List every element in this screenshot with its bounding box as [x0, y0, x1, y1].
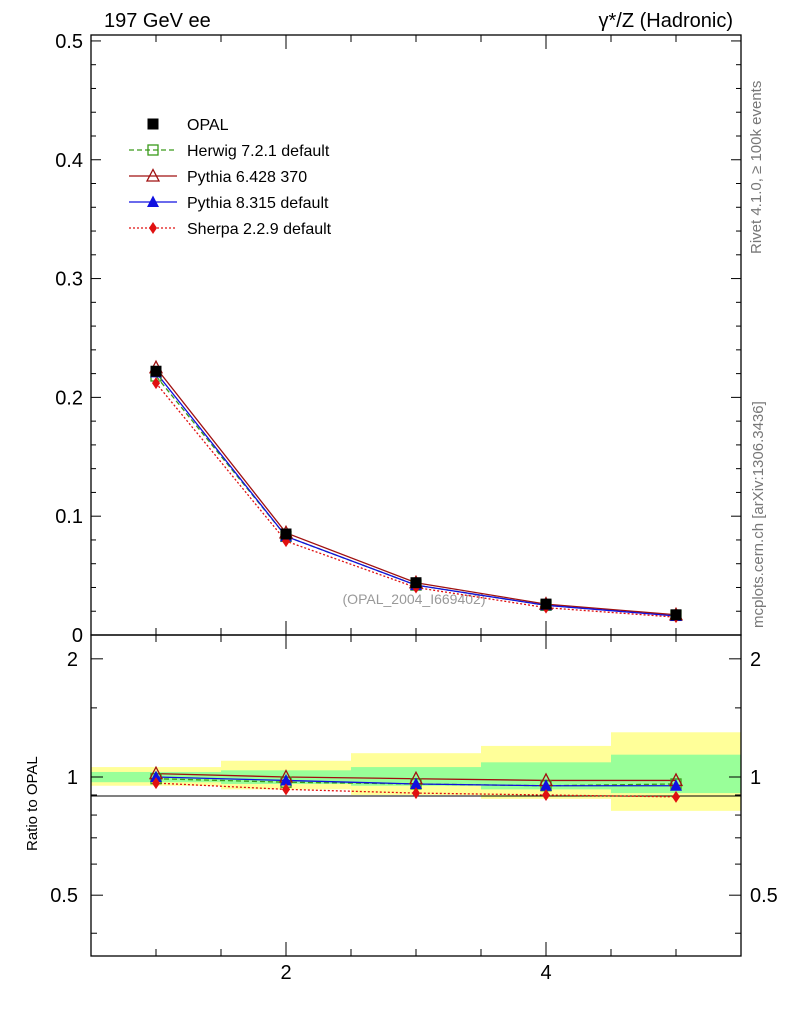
legend-marker-opal: [147, 118, 159, 130]
main-y-tick-label: 0.2: [55, 387, 83, 409]
rivet-version-label: Rivet 4.1.0, ≥ 100k events: [748, 81, 765, 254]
ratio-point-sherpa-2-2-9-default: [412, 787, 420, 800]
ratio-y-tick-label-left: 2: [67, 649, 78, 671]
ratio-plot-frame: [90, 634, 742, 957]
ratio-point-pythia-8-315-default: [280, 773, 292, 786]
ratio-y-tick-label-left: 0.5: [50, 885, 78, 907]
ratio-point-sherpa-2-2-9-default: [542, 788, 550, 801]
ratio-plot-panel: 0.5 0.5 1 1 2 2 2 4: [50, 634, 778, 984]
main-y-tick-label: 0.4: [55, 150, 83, 172]
ratio-y-tick-label-right: 2: [750, 649, 761, 671]
main-y-tick-label: 0.3: [55, 269, 83, 291]
ratio-y-tick-label-right: 0.5: [750, 885, 778, 907]
main-point-opal: [670, 609, 682, 621]
ratio-axis-label: Ratio to OPAL: [24, 756, 41, 851]
ratio-y-tick-label-right: 1: [750, 767, 761, 789]
legend-marker-pythia-6-428-370: [145, 168, 161, 182]
x-tick-label: 4: [540, 962, 551, 984]
header-process-label: γ*/Z (Hadronic): [599, 10, 733, 32]
legend-label-pythia-8-315-default: Pythia 8.315 default: [187, 195, 329, 212]
legend-label-opal: OPAL: [187, 117, 229, 134]
ratio-point-sherpa-2-2-9-default: [282, 783, 290, 796]
mcplots-url-label: mcplots.cern.ch [arXiv:1306.3436]: [750, 401, 767, 628]
ratio-point-pythia-8-315-default: [410, 777, 422, 789]
main-point-opal: [150, 365, 162, 377]
main-point-opal: [540, 598, 552, 610]
ratio-point-sherpa-2-2-9-default: [152, 777, 160, 790]
main-point-sherpa-2-2-9-default: [152, 377, 160, 390]
main-y-tick-label: 0: [72, 625, 83, 647]
legend-label-pythia-6-428-370: Pythia 6.428 370: [187, 169, 307, 186]
main-series-line-sherpa-2-2-9-default: [155, 382, 677, 618]
ratio-point-pythia-8-315-default: [670, 779, 682, 791]
legend-label-sherpa-2-2-9-default: Sherpa 2.2.9 default: [187, 221, 332, 238]
main-point-opal: [410, 577, 422, 589]
main-y-tick-label: 0.1: [55, 506, 83, 528]
legend-marker-pythia-8-315-default: [147, 195, 159, 207]
main-point-opal: [280, 528, 292, 540]
header-energy-label: 197 GeV ee: [104, 10, 211, 32]
legend: OPAL Herwig 7.2.1 default Pythia 6.428 370…: [129, 117, 332, 238]
ratio-y-tick-label-left: 1: [67, 767, 78, 789]
legend-marker-sherpa-2-2-9-default: [149, 222, 157, 234]
legend-marker-herwig-7-2-1-default: [147, 144, 159, 156]
ratio-point-sherpa-2-2-9-default: [672, 790, 680, 803]
ratio-point-pythia-8-315-default: [150, 770, 162, 783]
ratio-uncertainty-band-inner: [351, 767, 481, 786]
analysis-watermark: (OPAL_2004_I669402): [343, 591, 486, 607]
main-y-tick-label: 0.5: [55, 31, 83, 53]
x-tick-label: 2: [280, 962, 291, 984]
ratio-point-pythia-8-315-default: [540, 779, 552, 791]
legend-label-herwig-7-2-1-default: Herwig 7.2.1 default: [187, 143, 330, 160]
